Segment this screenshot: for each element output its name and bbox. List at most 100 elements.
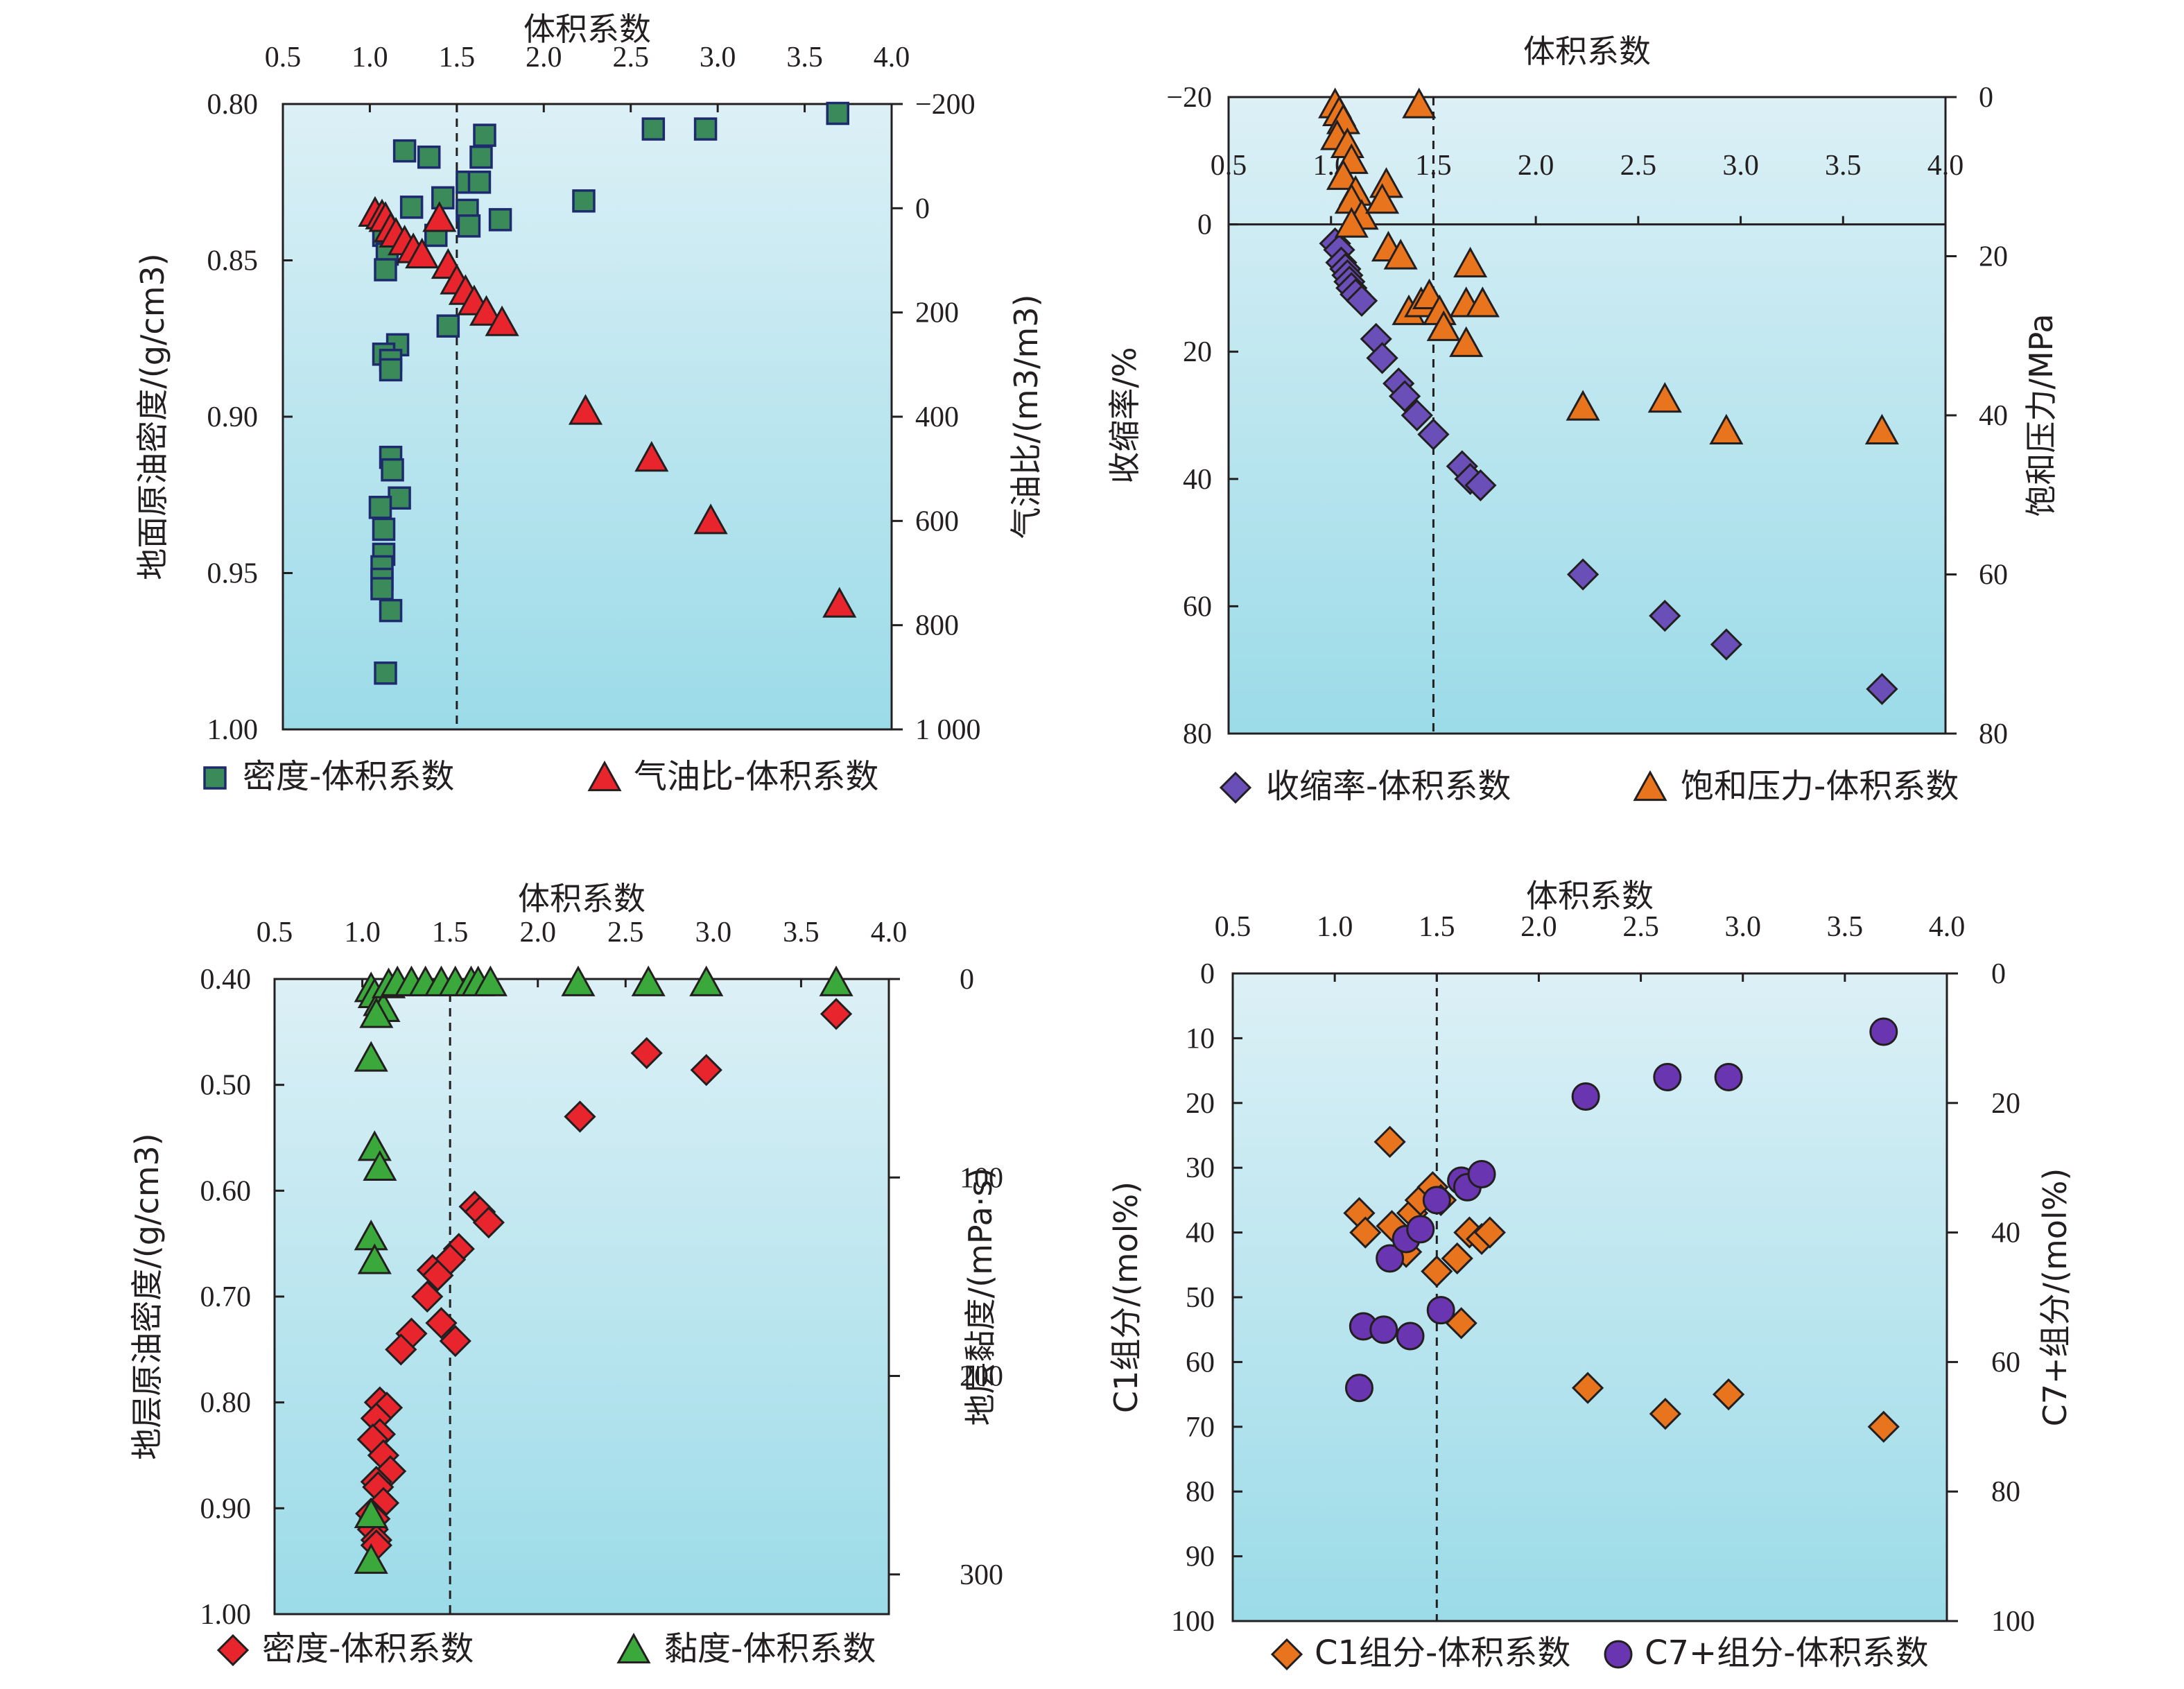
x-tick-label: 3.0 — [1724, 911, 1761, 943]
data-point — [1714, 1062, 1743, 1091]
series-1 — [368, 101, 849, 685]
x-tick-label: 3.5 — [786, 42, 823, 73]
y-right-tick-label: 200 — [960, 1361, 1003, 1393]
data-point — [1453, 246, 1488, 278]
y-left-tick-label: 40 — [1186, 1218, 1215, 1249]
data-point — [1417, 418, 1450, 451]
data-point — [1334, 207, 1369, 238]
x-tick-label: 1.0 — [352, 42, 388, 73]
y-left-tick-label: 0.95 — [207, 558, 259, 590]
y-right-axis-label: 地层黏度/(mPa·s) — [962, 1168, 999, 1426]
data-point — [473, 123, 496, 147]
data-point — [1449, 326, 1484, 357]
data-point — [431, 186, 455, 210]
data-point — [472, 1206, 505, 1239]
x-tick-label: 1.5 — [439, 42, 476, 73]
data-point — [634, 441, 669, 472]
data-point — [1396, 1322, 1425, 1351]
data-point — [488, 208, 512, 232]
legend-label: 收缩率-体积系数 — [1266, 767, 1511, 806]
y-right-tick-label: 100 — [960, 1162, 1003, 1194]
data-point — [1441, 1242, 1473, 1275]
y-right-tick-label: 300 — [960, 1559, 1003, 1591]
y-left-tick-label: 90 — [1186, 1541, 1215, 1573]
data-point — [693, 503, 728, 535]
chart-1: 0.5 1.0 1.5 2.0 2.5 3.0 3.5 4.0 体积系数 0.80 0.85 0.90… — [134, 10, 1045, 796]
y-right-tick-label: 800 — [915, 610, 959, 642]
y-left-tick-label: 50 — [1186, 1282, 1215, 1314]
x-axis-label: 体积系数 — [518, 880, 645, 917]
legend-label: 密度-体积系数 — [243, 757, 454, 796]
data-point — [436, 314, 460, 338]
x-axis-label: 体积系数 — [523, 10, 651, 48]
data-point — [826, 101, 849, 125]
y-left-tick-label: 80 — [1186, 1476, 1215, 1508]
y-left-tick-label: 0.85 — [207, 245, 259, 277]
data-point — [1465, 286, 1500, 318]
data-point — [379, 358, 403, 382]
data-point — [392, 139, 417, 163]
x-tick-label: 3.0 — [700, 42, 736, 73]
data-point — [374, 258, 397, 282]
x-tick-label: 1.5 — [1419, 911, 1455, 943]
y-right-tick-label: 0 — [1979, 82, 1993, 114]
y-right-tick-label: 600 — [915, 505, 959, 537]
y-right-tick-label: 1 000 — [915, 714, 981, 746]
y-right-tick-label: 100 — [1991, 1606, 2035, 1638]
series-2 — [354, 965, 853, 1574]
data-point — [411, 1280, 444, 1313]
data-point — [1867, 1410, 1900, 1443]
data-point — [405, 237, 440, 269]
data-point — [819, 965, 853, 996]
data-point — [693, 117, 718, 141]
x-tick-label: 2.5 — [612, 42, 649, 73]
data-point — [690, 1054, 722, 1086]
y-left-tick-label: 30 — [1186, 1152, 1215, 1184]
data-point — [469, 295, 504, 326]
y-right-tick-label: 400 — [915, 401, 959, 433]
data-point — [1571, 1371, 1604, 1404]
y-left-tick-label: −20 — [1166, 82, 1212, 114]
y-left-tick-label: 0.40 — [200, 964, 252, 996]
data-point — [568, 394, 603, 425]
data-point — [1709, 413, 1744, 445]
data-point — [1366, 342, 1398, 374]
data-point — [1869, 1017, 1898, 1046]
y-left-tick-label: 100 — [1171, 1606, 1215, 1638]
data-point — [1571, 1082, 1600, 1111]
x-tick-label: 4.0 — [1929, 911, 1966, 943]
series-1 — [355, 998, 853, 1561]
data-point — [399, 196, 424, 219]
data-point — [1383, 239, 1418, 270]
legend-marker — [203, 766, 227, 790]
data-point — [422, 1259, 454, 1292]
x-tick-label: 1.0 — [344, 917, 381, 949]
legend-label: 黏度-体积系数 — [664, 1629, 876, 1668]
data-point — [572, 189, 596, 213]
data-point — [1406, 1215, 1435, 1244]
x-tick-label: 2.0 — [1520, 911, 1557, 943]
chart-4: 0.5 1.0 1.5 2.0 2.5 3.0 3.5 4.0 体积系数 0 10 20 30 40 50 6… — [1107, 877, 2074, 1672]
y-left-tick-label: 80 — [1183, 718, 1212, 750]
y-right-tick-label: 80 — [1979, 718, 2008, 750]
x-tick-label: 3.0 — [695, 917, 732, 949]
data-point — [368, 496, 392, 519]
x-tick-label: 2.0 — [1518, 150, 1554, 182]
y-left-tick-label: 70 — [1186, 1412, 1215, 1444]
y-left-tick-label: 60 — [1186, 1346, 1215, 1378]
data-point — [1710, 628, 1743, 661]
data-point — [1866, 673, 1898, 705]
legend-marker — [616, 1632, 651, 1664]
data-point — [561, 965, 596, 996]
series-2 — [1318, 87, 1899, 445]
data-point — [630, 1037, 663, 1069]
y-left-axis-label: C1组分/(mol%) — [1107, 1181, 1145, 1413]
y-right-tick-label: 40 — [1979, 400, 2008, 432]
x-axis-label: 体积系数 — [1526, 877, 1654, 915]
legend-label: C7+组分-体积系数 — [1645, 1634, 1929, 1672]
data-point — [485, 305, 519, 336]
data-point — [631, 965, 666, 996]
data-point — [422, 201, 457, 232]
data-point — [1647, 381, 1682, 413]
